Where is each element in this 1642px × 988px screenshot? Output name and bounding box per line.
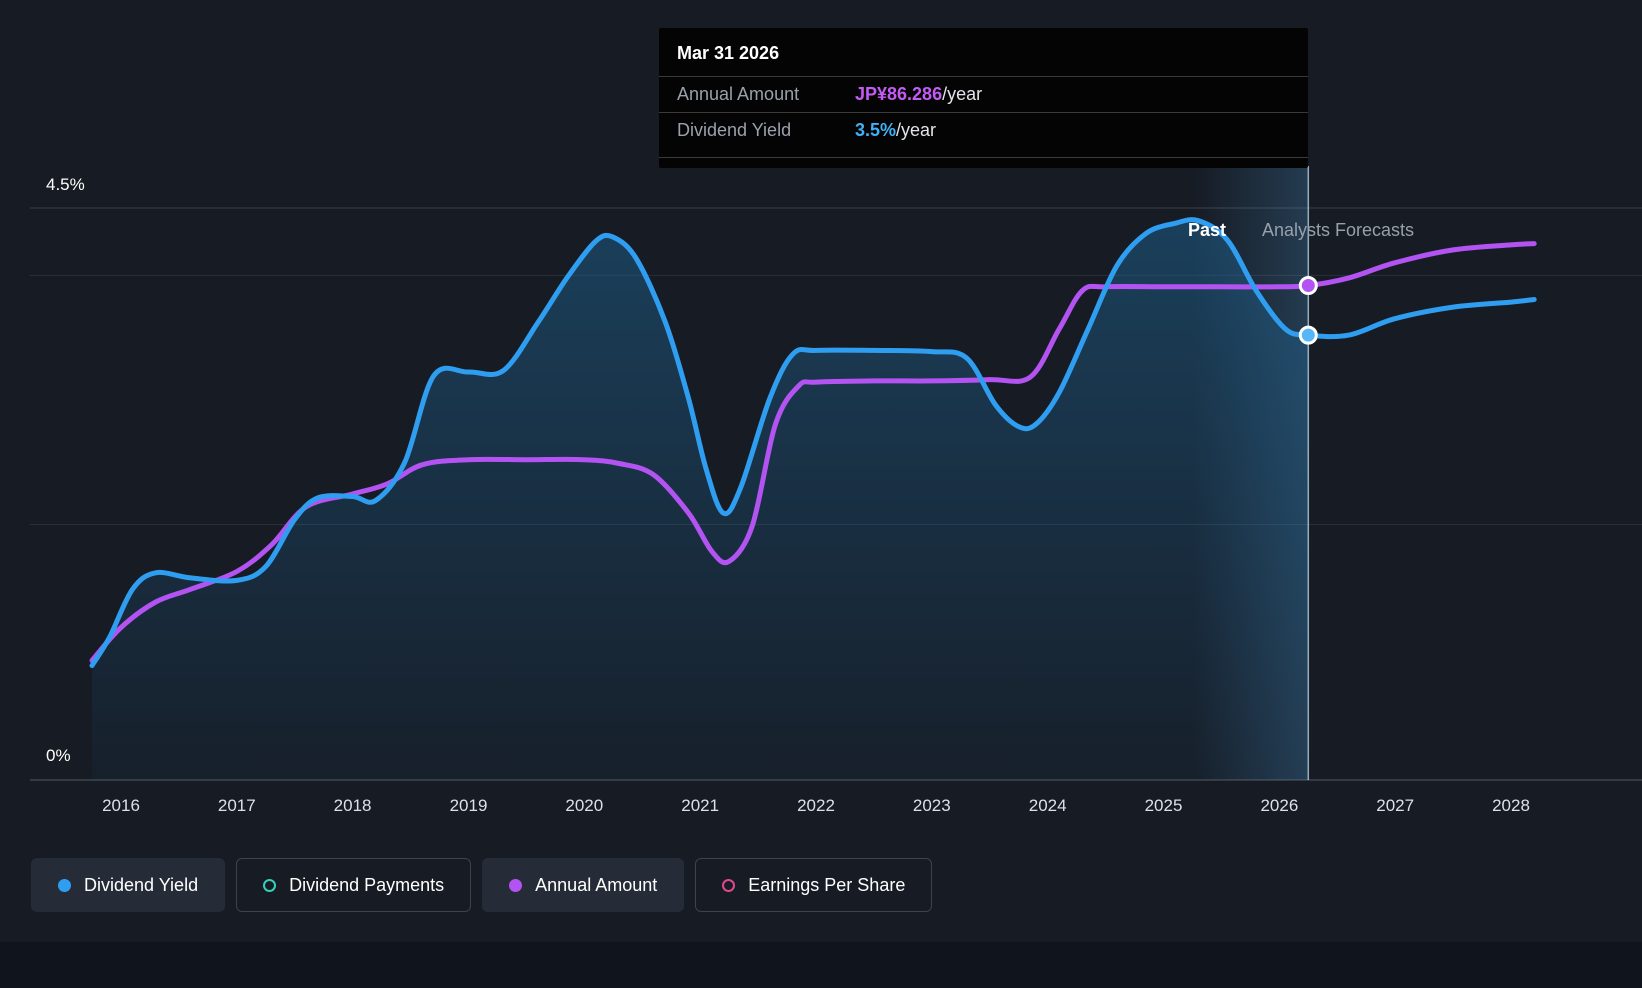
x-axis: 2016 2017 2018 2019 2020 2021 2022 2023 2024 2025… bbox=[0, 796, 1642, 826]
legend-label: Dividend Yield bbox=[84, 874, 199, 895]
analysts-forecasts-label: Analysts Forecasts bbox=[1262, 220, 1415, 240]
x-axis-label: 2017 bbox=[217, 796, 256, 815]
x-axis-label: 2023 bbox=[912, 796, 951, 815]
dividend-payments-marker-icon bbox=[263, 878, 277, 892]
legend-item-earnings-per-share[interactable]: Earnings Per Share bbox=[695, 858, 933, 912]
legend-label: Earnings Per Share bbox=[748, 874, 906, 895]
page-background-strip bbox=[0, 942, 1642, 988]
x-axis-label: 2028 bbox=[1492, 796, 1530, 815]
legend-label: Annual Amount bbox=[535, 874, 658, 895]
legend-item-dividend-payments[interactable]: Dividend Payments bbox=[236, 858, 472, 912]
tooltip-row-annual-amount: Annual Amount JP¥86.286/year bbox=[659, 76, 1308, 112]
tooltip-dividend-yield-suffix: /year bbox=[896, 120, 937, 140]
x-axis-label: 2018 bbox=[333, 796, 372, 815]
y-axis-label-top: 4.5% bbox=[46, 175, 85, 194]
earnings-per-share-marker-icon bbox=[722, 878, 736, 892]
chart-legend: Dividend Yield Dividend Payments Annual Am… bbox=[31, 858, 933, 912]
tooltip-bottom-divider bbox=[659, 157, 1308, 158]
x-axis-label: 2019 bbox=[449, 796, 488, 815]
chart-canvas bbox=[30, 166, 1642, 781]
legend-label: Dividend Payments bbox=[289, 874, 445, 895]
dividend-yield-area bbox=[92, 219, 1309, 780]
annual-amount-marker-icon bbox=[509, 878, 523, 892]
tooltip-annual-amount-label: Annual Amount bbox=[677, 84, 800, 104]
x-axis-label: 2021 bbox=[681, 796, 720, 815]
dividend-yield-marker-icon bbox=[58, 878, 71, 892]
x-axis-label: 2026 bbox=[1260, 796, 1299, 815]
x-axis-label: 2020 bbox=[565, 796, 604, 815]
tooltip-annual-amount-value: JP¥86.286/year bbox=[855, 84, 983, 104]
chart-tooltip: Mar 31 2026 Annual Amount JP¥86.286/year… bbox=[659, 28, 1308, 168]
tooltip-row-dividend-yield: Dividend Yield 3.5%/year bbox=[659, 112, 1308, 148]
tooltip-dividend-yield-value: 3.5%/year bbox=[855, 120, 937, 140]
annual-amount-line bbox=[89, 241, 1537, 663]
x-axis-label: 2027 bbox=[1376, 796, 1415, 815]
tooltip-annual-amount-suffix: /year bbox=[942, 84, 983, 104]
annual-amount-marker bbox=[1298, 276, 1318, 295]
tooltip-date: Mar 31 2026 bbox=[677, 43, 780, 63]
x-axis-label: 2024 bbox=[1028, 796, 1067, 815]
y-axis-label-bottom: 0% bbox=[46, 746, 71, 765]
dividend-yield-line bbox=[89, 217, 1537, 669]
x-axis-label: 2016 bbox=[102, 796, 140, 815]
dividend-yield-marker bbox=[1298, 325, 1318, 345]
x-axis-label: 2025 bbox=[1144, 796, 1183, 815]
past-label: Past bbox=[1188, 220, 1227, 240]
tooltip-dividend-yield-label: Dividend Yield bbox=[677, 120, 792, 140]
legend-item-annual-amount[interactable]: Annual Amount bbox=[482, 858, 685, 912]
x-axis-label: 2022 bbox=[797, 796, 835, 815]
legend-item-dividend-yield[interactable]: Dividend Yield bbox=[31, 858, 226, 912]
